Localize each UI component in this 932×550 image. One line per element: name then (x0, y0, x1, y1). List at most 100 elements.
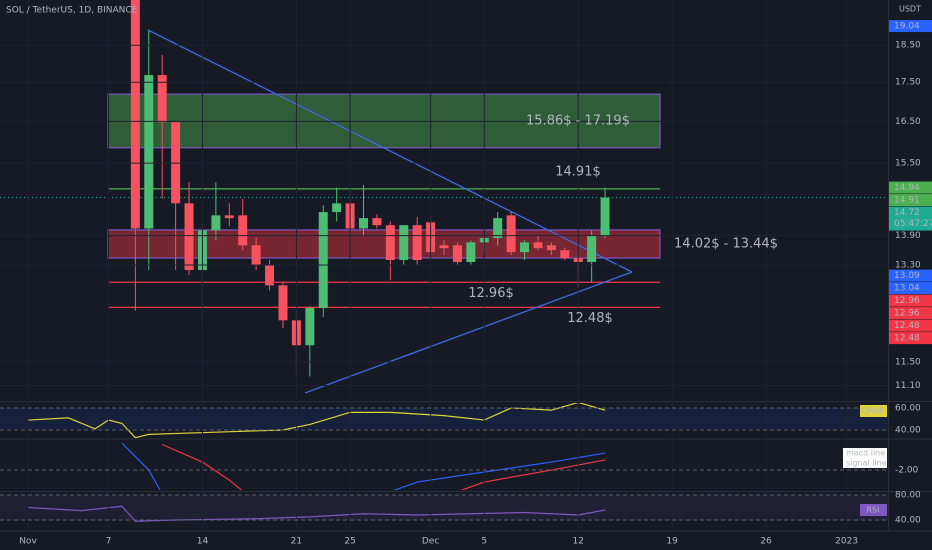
price-badge (889, 206, 932, 231)
y-tick-label: 40.00 (895, 425, 921, 435)
candle-body (533, 242, 543, 249)
candle-body (412, 225, 422, 261)
x-tick-label: 14 (197, 537, 209, 547)
price-badge-label: 13.04 (894, 284, 920, 294)
candle-body (600, 197, 610, 236)
candle-body (359, 218, 368, 229)
candle-body (305, 307, 315, 346)
pane (0, 495, 888, 522)
x-tick-label: 25 (344, 537, 355, 547)
candle-body (520, 242, 530, 253)
y-tick-label: 60.00 (895, 403, 921, 413)
macd-line (121, 442, 606, 490)
band (0, 407, 888, 430)
x-tick-label: 12 (572, 537, 583, 547)
level-label: 14.91$ (555, 164, 601, 179)
x-tick-label: 21 (291, 537, 302, 547)
price-badge (889, 20, 932, 33)
level-label: 12.96$ (468, 286, 514, 301)
chart-title: SOL / TetherUS, 1D, BINANCE (6, 6, 138, 16)
trendline (304, 271, 633, 394)
price-badge (889, 194, 932, 207)
price-badge (889, 294, 932, 307)
legend-label: macd line (846, 449, 885, 458)
candle-body (372, 218, 382, 226)
candle-body (278, 285, 288, 321)
price-badge-label: 14.94 (894, 183, 920, 193)
candle-body (399, 225, 409, 261)
candle-body (130, 0, 140, 229)
price-badge-label: 14.72 (894, 208, 920, 218)
price-badge (889, 319, 932, 332)
price-badge-label: 12.48 (894, 334, 920, 344)
candle-body (332, 203, 342, 213)
x-tick-label: 19 (666, 537, 678, 547)
candle-body (452, 245, 462, 263)
y-tick-label: 13.90 (895, 231, 921, 241)
candle-body (238, 215, 248, 246)
x-tick-label: 26 (760, 537, 772, 547)
price-badge-label: 12.48 (894, 321, 920, 331)
price-badge-label: 12.96 (894, 296, 920, 306)
y-tick-label: 11.50 (895, 357, 921, 367)
macd-line (161, 443, 606, 490)
x-tick-label: 5 (481, 537, 487, 547)
indicator-line (27, 505, 606, 522)
candle-body (157, 75, 167, 123)
candle-body (224, 215, 234, 219)
candle-body (439, 245, 449, 249)
indicator-badge (860, 504, 887, 516)
candle-body (318, 212, 328, 308)
price-badge (889, 181, 932, 194)
zone-label: 15.86$ - 17.19$ (526, 113, 630, 128)
candle-body (546, 245, 556, 251)
level-label: 12.48$ (567, 311, 613, 326)
y-tick-label: 17.50 (895, 78, 921, 88)
candle-body (385, 225, 395, 261)
price-badge (889, 332, 932, 345)
indicator-name: CHOP (862, 407, 885, 416)
y-tick-label: 80.00 (895, 491, 921, 501)
countdown: 05:47:27 (894, 219, 932, 229)
band (0, 495, 888, 520)
legend-box (843, 448, 887, 458)
price-badge (889, 307, 932, 320)
candle-body (506, 215, 516, 253)
zone-label: 14.02$ - 13.44$ (674, 236, 778, 251)
y-tick-label: 40.00 (895, 516, 921, 526)
candle-body (560, 250, 570, 259)
price-badge (889, 269, 932, 282)
candle-body (466, 242, 476, 263)
y-tick-label: 16.50 (895, 117, 921, 127)
candle-body (587, 235, 597, 263)
legend-label: signal line (846, 459, 887, 468)
trendline (147, 29, 633, 273)
y-tick-label: 13.30 (895, 261, 921, 271)
price-badge-label: 14.91 (894, 196, 920, 206)
candle-body (493, 218, 503, 239)
indicator-badge (860, 405, 887, 417)
x-tick-label: 7 (106, 537, 112, 547)
currency: USDT (899, 5, 921, 14)
price-badge-label: 12.96 (894, 309, 920, 319)
candle-body (265, 265, 275, 286)
y-tick-label: 15.50 (895, 159, 921, 169)
price-badge-label: 13.09 (894, 271, 920, 281)
candle-body (144, 75, 154, 229)
indicator-name: RSI (867, 506, 880, 515)
price-badge-label: 19.04 (894, 22, 920, 32)
candle-body (211, 215, 221, 231)
candle-body (251, 245, 261, 266)
y-tick-label: -2.00 (895, 466, 919, 476)
x-tick-label: Dec (422, 537, 439, 547)
y-tick-label: 18.50 (895, 41, 921, 51)
x-tick-label: 2023 (835, 537, 858, 547)
x-tick-label: Nov (19, 537, 37, 547)
legend-box (843, 458, 887, 468)
candle-body (184, 203, 194, 271)
price-badge (889, 282, 932, 295)
y-tick-label: 11.10 (895, 381, 921, 391)
